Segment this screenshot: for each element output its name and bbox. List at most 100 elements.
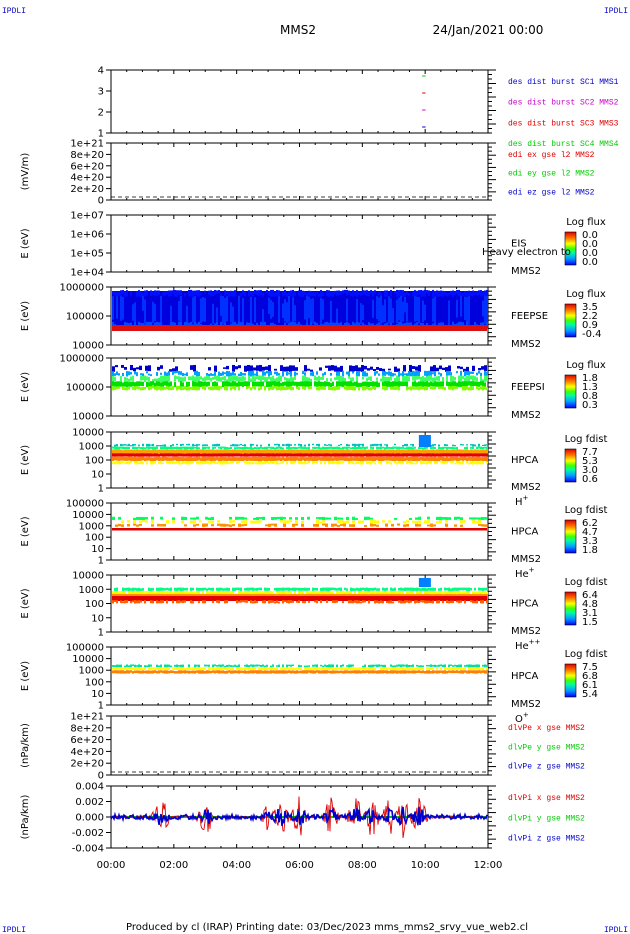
spectrogram-cell: [174, 290, 176, 297]
spectrogram-cell: [406, 373, 408, 376]
spectrogram-cell: [152, 291, 154, 295]
spectrogram-cell: [234, 385, 236, 391]
spectrogram-cell: [120, 443, 122, 447]
spectrogram-cell: [448, 667, 450, 670]
spectrogram-cell: [228, 291, 230, 297]
spectrogram-cell: [248, 370, 250, 377]
spectrogram-cell: [146, 381, 148, 387]
spectrogram-cell: [128, 386, 130, 390]
spectrogram-cell: [150, 664, 152, 667]
legend-entry: dlvPi z gse MMS2: [508, 835, 585, 844]
spectrogram-cell: [158, 462, 160, 465]
spectrogram-cell: [378, 601, 380, 604]
spectrogram-cell: [208, 670, 210, 674]
spectrogram-cell: [114, 587, 116, 591]
spectrogram-cell: [132, 456, 134, 461]
spectrogram-cell: [408, 670, 410, 674]
overlap-label: Heavy electron to: [482, 247, 571, 258]
spectrogram-cell: [162, 453, 164, 457]
spectrogram-cell: [475, 521, 478, 524]
spectrogram-cell: [338, 371, 340, 377]
spectrogram-cell: [337, 520, 340, 523]
spectrogram-cell: [374, 290, 376, 294]
spectrogram-cell: [394, 453, 396, 457]
spectrogram-cell: [312, 590, 314, 595]
spectrogram-cell: [420, 588, 422, 591]
spectrogram-cell: [186, 667, 188, 670]
spectrogram-cell: [260, 446, 262, 449]
spectrogram-cell: [446, 446, 448, 450]
spectrogram-cell: [358, 387, 360, 391]
instrument-label: EIS: [511, 239, 527, 250]
spectrogram-cell: [472, 664, 474, 668]
spectrogram-cell: [282, 600, 284, 604]
spectrogram-cell: [296, 601, 298, 603]
spectrogram-cell: [330, 587, 332, 591]
spectrogram-cell: [308, 600, 310, 603]
spectrogram-cell: [258, 670, 260, 674]
spectrogram-cell: [418, 516, 421, 520]
spectrogram-cell: [150, 667, 152, 671]
spectrogram-cell: [272, 322, 274, 327]
spectrogram-cell: [170, 457, 172, 461]
spectrogram-cell: [156, 600, 158, 604]
spectrogram-cell: [350, 667, 352, 670]
spectrogram-cell: [472, 591, 474, 595]
spectrogram-cell: [356, 298, 358, 324]
spectrogram-cell: [296, 381, 298, 387]
spectrogram-cell: [283, 517, 286, 519]
spectrogram-cell: [182, 587, 184, 591]
spectrogram-cell: [338, 587, 340, 591]
spectrogram-cell: [394, 450, 396, 454]
spectrogram-cell: [406, 375, 408, 382]
spectrogram-cell: [186, 591, 188, 595]
spectrogram-cell: [148, 446, 150, 450]
spectrogram-cell: [316, 444, 318, 446]
spectrogram-cell: [406, 670, 408, 674]
spectrogram-cell: [286, 293, 288, 297]
spectrogram-cell: [414, 296, 416, 322]
spectrogram-cell: [190, 289, 192, 297]
spectrogram-cell: [332, 600, 334, 603]
spectrogram-cell: [368, 593, 370, 597]
spectrogram-cell: [352, 588, 354, 591]
spectrogram-cell: [226, 524, 229, 527]
spectrogram-cell: [484, 449, 486, 454]
spectrogram-cell: [330, 667, 332, 670]
spectrogram-cell: [232, 386, 234, 389]
spectrogram-cell: [224, 449, 226, 454]
y-tick-label: 1000: [79, 585, 104, 596]
spectrogram-cell: [406, 600, 408, 603]
colorbar-tick-label: 0.6: [582, 474, 598, 485]
spectrogram-cell: [440, 447, 442, 450]
spectrogram-cell: [188, 446, 190, 450]
spectrogram-cell: [402, 371, 404, 377]
spectrogram-cell: [260, 593, 262, 597]
instrument-label: HPCA: [511, 455, 539, 466]
spectrogram-cell: [302, 375, 304, 383]
spectrogram-cell: [276, 667, 278, 671]
spectrogram-cell: [266, 453, 268, 457]
spectrogram-cell: [366, 377, 368, 382]
spectrogram-cell: [136, 667, 138, 671]
spectrogram-cell: [304, 291, 306, 296]
spectrogram-cell: [380, 295, 382, 325]
spectrogram-cell: [168, 670, 170, 674]
spectrogram-cell: [280, 365, 283, 371]
spectrogram-cell: [112, 321, 114, 329]
spectrogram-cell: [282, 444, 284, 447]
spectrogram-cell: [272, 461, 274, 465]
spectrogram-cell: [325, 365, 328, 368]
spectrogram-cell: [422, 593, 424, 597]
spectrogram-cell: [280, 591, 282, 594]
spectrogram-cell: [196, 590, 198, 594]
spectrogram-cell: [472, 444, 474, 447]
spectrogram-cell: [152, 670, 154, 674]
spectrogram-cell: [292, 449, 294, 454]
spectrogram-cell: [352, 385, 354, 391]
y-tick-label: 1000000: [59, 354, 104, 365]
spectrogram-cell: [368, 670, 370, 674]
spectrogram-cell: [452, 376, 454, 382]
spectrogram-cell: [162, 449, 164, 454]
spectrogram-cell: [380, 456, 382, 462]
